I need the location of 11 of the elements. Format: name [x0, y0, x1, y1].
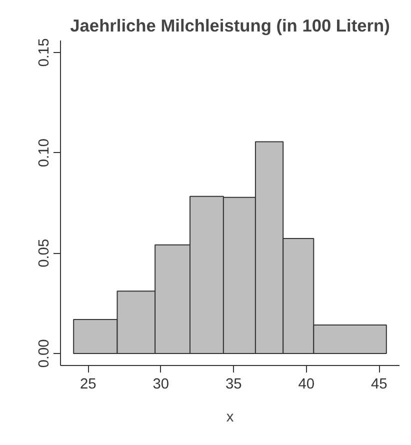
x-tick-label: 35 [225, 376, 242, 392]
x-tick-label: 25 [80, 376, 96, 392]
y-tick-label: 0.10 [36, 138, 52, 168]
x-tick-label: 40 [298, 376, 315, 392]
chart-title: Jaehrliche Milchleistung (in 100 Litern) [70, 16, 390, 36]
y-tick-label: 0.05 [36, 238, 52, 268]
x-tick-label: 45 [370, 376, 388, 392]
y-tick-label: 0.15 [36, 38, 52, 67]
y-tick-label: 0.00 [36, 339, 52, 368]
x-tick-label: 30 [152, 376, 170, 392]
x-axis-title: x [226, 410, 234, 426]
